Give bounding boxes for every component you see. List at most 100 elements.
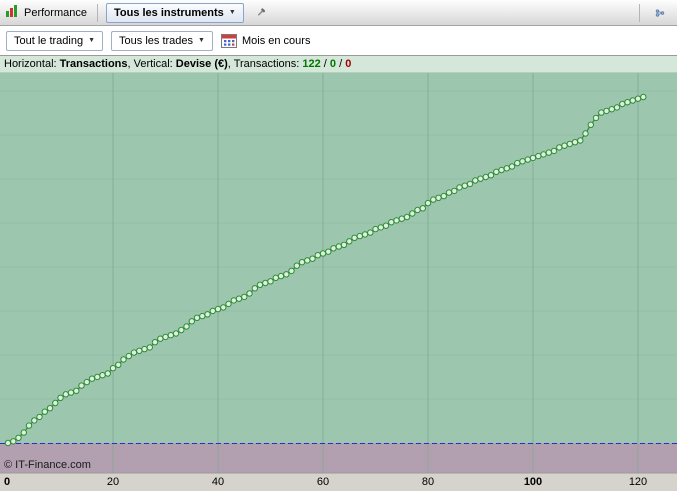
axis-horizontal-value: Transactions xyxy=(59,58,128,70)
data-point xyxy=(403,213,411,221)
data-point xyxy=(83,378,91,386)
data-point xyxy=(109,365,117,372)
bottom-strip xyxy=(0,491,677,502)
axis-horizontal-label: Horizontal: xyxy=(4,58,60,70)
data-point xyxy=(524,156,531,163)
data-point xyxy=(451,187,458,195)
trading-scope-dropdown[interactable]: Tout le trading ▼ xyxy=(6,30,104,51)
data-point xyxy=(361,231,369,238)
data-point xyxy=(519,158,526,165)
axis-strip xyxy=(0,473,677,491)
x-tick-label: 120 xyxy=(629,476,647,488)
settings-wrench-button[interactable] xyxy=(249,2,273,24)
data-point xyxy=(314,252,321,259)
data-point xyxy=(608,106,615,113)
x-tick-label: 80 xyxy=(422,476,434,488)
x-tick-label: 100 xyxy=(524,476,542,488)
instruments-dropdown[interactable]: Tous les instruments ▼ xyxy=(105,2,244,23)
data-point xyxy=(556,144,563,151)
transactions-open-count: 0 xyxy=(329,58,337,70)
data-point xyxy=(477,175,484,182)
plot-backgrounds xyxy=(0,56,677,502)
transactions-total: 122 xyxy=(302,58,321,70)
data-point xyxy=(372,225,379,233)
data-point xyxy=(629,97,636,104)
performance-equity-chart[interactable]: 0 20 40 60 80 100 120 © IT-Finance.com xyxy=(0,56,677,502)
data-point xyxy=(78,382,85,389)
data-point xyxy=(514,159,521,167)
data-point xyxy=(256,281,264,289)
data-point xyxy=(10,438,17,445)
data-point xyxy=(603,107,610,115)
data-point xyxy=(356,232,363,240)
data-point xyxy=(482,173,489,181)
data-point xyxy=(220,304,227,311)
data-point xyxy=(298,259,306,266)
x-axis-tick-labels: 0 20 40 60 80 100 120 xyxy=(4,476,647,488)
watermark: © IT-Finance.com xyxy=(4,459,91,471)
data-point xyxy=(151,339,159,346)
calendar-icon xyxy=(220,34,237,48)
data-point xyxy=(445,189,453,196)
data-point xyxy=(582,130,589,137)
data-point xyxy=(340,241,348,249)
data-point xyxy=(535,152,542,160)
data-point xyxy=(104,370,112,377)
share-button[interactable] xyxy=(648,2,672,24)
data-point xyxy=(88,375,96,382)
data-point xyxy=(640,93,647,101)
x-tick-label: 0 xyxy=(4,476,10,488)
data-point xyxy=(634,95,642,102)
data-point xyxy=(293,262,300,269)
instruments-dropdown-label: Tous les instruments xyxy=(113,6,224,19)
data-point xyxy=(4,439,12,447)
gridlines xyxy=(0,73,677,474)
period-selector[interactable]: Mois en cours xyxy=(220,33,310,48)
data-point xyxy=(20,429,27,436)
data-point xyxy=(262,279,269,287)
data-point xyxy=(335,243,342,250)
data-point xyxy=(67,389,75,396)
data-point xyxy=(540,151,547,158)
trades-filter-dropdown[interactable]: Tous les trades ▼ xyxy=(111,30,213,51)
data-point xyxy=(619,100,626,108)
data-point xyxy=(598,109,605,116)
data-point xyxy=(57,394,64,401)
data-point xyxy=(214,305,222,313)
axis-vertical-value: Devise (€) xyxy=(175,58,228,70)
data-point xyxy=(73,387,80,394)
transactions-label: , Transactions: xyxy=(227,58,303,70)
data-point xyxy=(487,172,495,179)
data-point xyxy=(199,312,206,320)
data-point xyxy=(367,229,374,236)
data-point xyxy=(571,139,579,146)
data-point xyxy=(246,290,253,297)
data-point xyxy=(309,255,316,262)
data-point xyxy=(62,391,70,398)
data-point xyxy=(25,422,33,429)
data-point xyxy=(204,311,211,318)
data-point xyxy=(461,182,468,189)
share-icon xyxy=(655,8,665,17)
data-point xyxy=(388,219,395,226)
data-point xyxy=(31,417,38,424)
data-point xyxy=(94,373,101,381)
data-point xyxy=(172,330,180,337)
data-point xyxy=(136,347,143,354)
data-point xyxy=(466,180,474,188)
x-tick-label: 60 xyxy=(317,476,329,488)
data-point xyxy=(561,142,568,149)
chevron-down-icon: ▼ xyxy=(88,37,96,44)
data-point xyxy=(235,295,243,302)
data-point xyxy=(209,307,217,315)
data-point xyxy=(178,326,185,334)
data-point xyxy=(36,413,43,421)
data-point xyxy=(613,104,621,111)
data-point xyxy=(414,206,421,214)
data-point xyxy=(241,293,248,301)
trades-filter-dropdown-label: Tous les trades xyxy=(119,34,194,47)
data-point xyxy=(493,168,500,176)
data-point xyxy=(419,205,426,212)
data-point xyxy=(393,217,400,224)
data-point xyxy=(41,408,48,415)
